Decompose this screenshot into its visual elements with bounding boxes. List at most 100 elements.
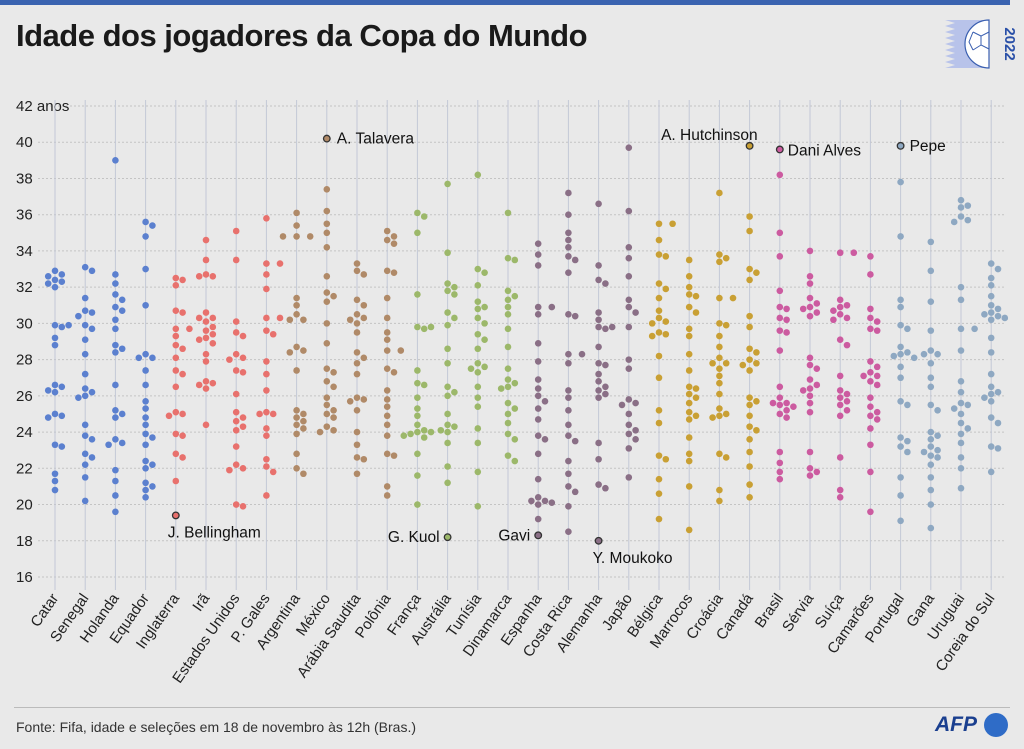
player-dot [383,329,391,336]
player-dot [467,365,475,372]
player-dot [716,189,723,197]
player-dot [444,479,451,487]
player-dot [602,390,609,398]
player-dot [716,294,723,302]
player-dot [602,280,609,287]
player-dot [239,368,247,376]
player-dot [981,394,988,401]
player-dot [263,260,270,267]
player-dot [390,240,398,247]
player-dot [565,407,572,414]
player-dot [625,323,633,331]
player-dot [112,477,119,485]
player-dot [504,343,512,351]
player-dot [685,408,693,416]
player-dot [232,390,240,398]
player-dot [746,448,753,456]
player-dot [746,356,753,363]
player-dot [202,421,210,429]
player-dot [226,356,233,363]
player-dot [806,385,814,392]
player-dot [112,407,119,414]
player-dot [716,343,723,351]
player-dot [565,387,572,394]
player-dot [806,408,814,416]
player-dot [534,262,542,269]
player-dot [414,323,421,331]
player-dot [957,484,965,492]
player-dot [625,430,633,438]
player-dot [383,336,391,343]
player-dot [716,354,723,362]
player-dot [836,387,844,394]
player-dot [571,437,579,445]
player-dot [195,314,203,322]
player-dot [279,233,287,240]
player-dot [263,387,270,394]
player-dot [209,340,217,347]
player-dot [232,367,240,374]
player-dot [595,262,602,269]
player-dot [890,352,898,360]
player-dot [662,455,670,463]
player-dot [655,307,663,315]
player-dot [867,425,874,432]
player-dot [987,260,995,267]
player-dot [655,419,663,427]
player-dot [105,441,112,449]
player-dot [994,265,1002,273]
player-dot [602,361,609,369]
svg-text:2022: 2022 [1001,27,1015,60]
player-dot [323,394,331,401]
player-dot [534,392,542,400]
player-dot [565,311,572,318]
player-dot [987,414,995,421]
player-dot [427,323,435,331]
player-dot [88,309,96,316]
player-dot [511,292,519,300]
player-dot [397,347,405,354]
player-dot [346,397,354,405]
player-dot [595,378,602,385]
player-dot [662,285,670,293]
player-dot [474,403,482,411]
player-dot [474,394,482,401]
y-tick-label: 34 [16,243,33,260]
player-dot [414,394,421,401]
player-dot [232,318,240,325]
player-dot [353,454,361,461]
player-dot [534,475,542,483]
player-dot [504,383,512,391]
player-dot [474,171,482,179]
player-dot [534,385,542,392]
player-dot [353,260,361,267]
player-dot [451,291,458,298]
player-dot [776,303,784,311]
player-dot [655,452,663,459]
player-dot [444,428,451,436]
player-dot [528,497,535,505]
player-dot [263,358,270,365]
player-dot [927,298,935,305]
player-dot [746,481,753,488]
player-dot [112,414,119,421]
y-tick-label: 38 [16,170,33,187]
player-dot [934,432,941,440]
player-dot [407,430,414,438]
player-annotation: Pepe [910,138,946,155]
player-dot [142,421,149,429]
player-dot [263,314,270,322]
player-dot [897,517,904,525]
player-dot [330,368,337,376]
player-dot [836,454,844,461]
player-dot [293,233,300,240]
player-dot [44,280,52,287]
player-dot [625,303,633,311]
player-dot [608,323,616,331]
player-dot [565,394,572,401]
player-dot [836,493,844,501]
top-accent-bar [0,0,1010,5]
player-dot [202,309,210,316]
player-dot [112,316,119,324]
player-dot [202,256,210,264]
